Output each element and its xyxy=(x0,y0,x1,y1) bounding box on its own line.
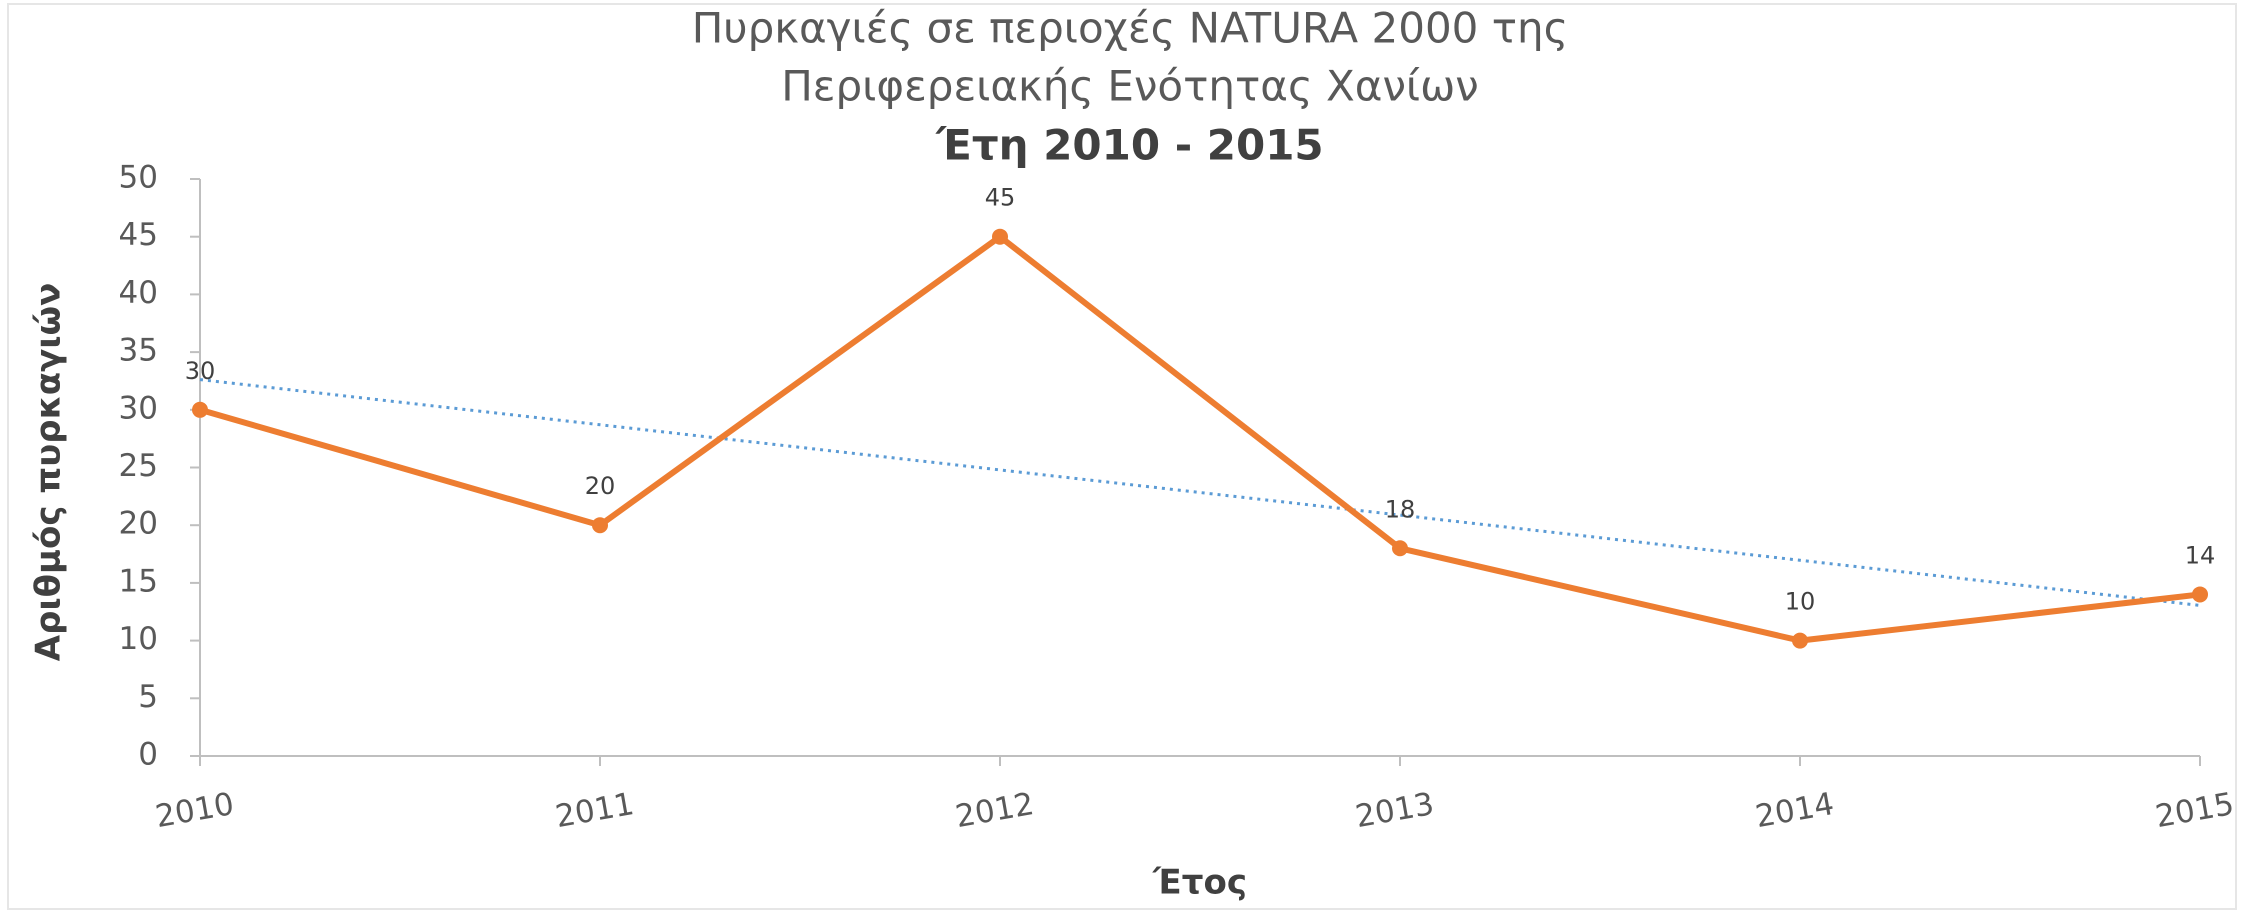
y-tick-label: 10 xyxy=(119,621,158,657)
point xyxy=(592,517,608,534)
chart-subtitle: Έτη 2010 - 2015 xyxy=(935,121,1323,170)
point xyxy=(992,228,1008,245)
y-tick-label: 5 xyxy=(138,679,158,715)
y-tick-label: 40 xyxy=(119,275,158,311)
data-label: 30 xyxy=(185,357,216,385)
chart-title: Περιφερειακής Ενότητας Χανίων xyxy=(781,62,1479,111)
chart-title: Πυρκαγιές σε περιοχές NATURA 2000 της xyxy=(692,4,1569,53)
point xyxy=(1392,540,1408,557)
data-label: 20 xyxy=(585,472,616,500)
y-tick-label: 30 xyxy=(119,390,158,426)
y-tick-label: 15 xyxy=(119,563,158,599)
data-label: 14 xyxy=(2185,541,2216,569)
x-axis-title: Έτος xyxy=(1152,863,1247,903)
point xyxy=(192,401,208,418)
y-axis-title: Αριθμός πυρκαγιών xyxy=(29,283,69,661)
data-label: 18 xyxy=(1385,495,1416,523)
y-tick-label: 45 xyxy=(119,217,158,253)
point xyxy=(2192,586,2208,603)
chart-frame xyxy=(7,3,2237,910)
point xyxy=(1792,632,1808,649)
y-tick-label: 0 xyxy=(138,737,158,773)
y-tick-label: 20 xyxy=(119,506,158,542)
data-label: 45 xyxy=(985,184,1016,212)
line-series xyxy=(199,233,2201,644)
y-tick-label: 35 xyxy=(119,333,158,369)
y-tick-label: 25 xyxy=(119,448,158,484)
data-label: 10 xyxy=(1785,588,1816,616)
y-tick-label: 50 xyxy=(119,160,158,196)
